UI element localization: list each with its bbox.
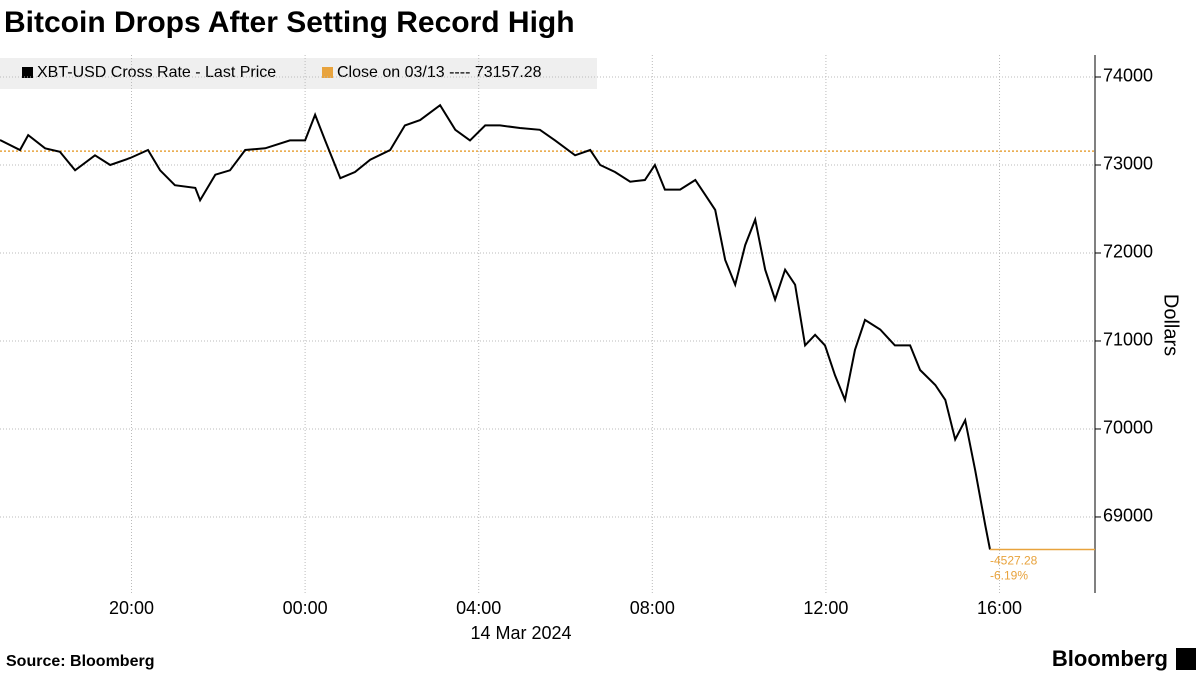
brand-icon — [1176, 648, 1196, 670]
legend-swatch — [22, 67, 33, 78]
y-tick-label: 70000 — [1103, 418, 1153, 438]
x-sublabel: 14 Mar 2024 — [470, 623, 571, 643]
source: Source: Bloomberg — [6, 653, 154, 670]
chart-title: Bitcoin Drops After Setting Record High — [4, 6, 575, 39]
x-tick-label: 04:00 — [456, 598, 501, 618]
change-label: -4527.28 — [990, 554, 1038, 568]
legend-value: 73157.28 — [475, 64, 542, 81]
y-tick-label: 73000 — [1103, 154, 1153, 174]
price-line — [0, 103, 991, 550]
legend-label: Close on 03/13 ---- 73157.28 — [337, 64, 542, 81]
brand: Bloomberg — [1052, 646, 1168, 671]
y-tick-label: 69000 — [1103, 506, 1153, 526]
x-tick-label: 00:00 — [283, 598, 328, 618]
y-axis-label: Dollars — [1160, 294, 1182, 356]
y-tick-label: 71000 — [1103, 330, 1153, 350]
legend-swatch — [322, 67, 333, 78]
y-tick-label: 74000 — [1103, 66, 1153, 86]
change-pct-label: -6.19% — [990, 569, 1028, 583]
x-tick-label: 08:00 — [630, 598, 675, 618]
legend-box — [0, 58, 597, 89]
y-tick-label: 72000 — [1103, 242, 1153, 262]
x-tick-label: 20:00 — [109, 598, 154, 618]
legend-label: XBT-USD Cross Rate - Last Price — [37, 64, 276, 81]
x-tick-label: 16:00 — [977, 598, 1022, 618]
x-tick-label: 12:00 — [803, 598, 848, 618]
legend-label: Close on 03/13 ---- — [337, 64, 470, 81]
